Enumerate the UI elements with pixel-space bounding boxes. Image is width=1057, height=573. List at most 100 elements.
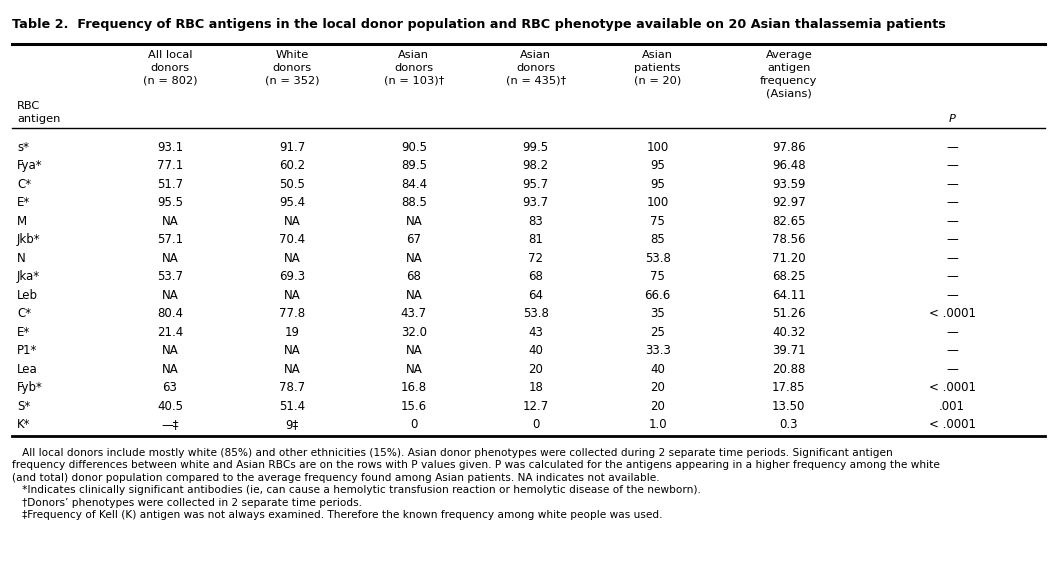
Text: NA: NA: [162, 363, 179, 376]
Text: 77.8: 77.8: [279, 307, 305, 320]
Text: 40: 40: [650, 363, 665, 376]
Text: C*: C*: [17, 178, 31, 191]
Text: —: —: [946, 270, 958, 283]
Text: E*: E*: [17, 196, 31, 209]
Text: RBC
antigen: RBC antigen: [17, 101, 60, 124]
Text: 40.5: 40.5: [157, 400, 183, 413]
Text: 16.8: 16.8: [401, 381, 427, 394]
Text: 51.4: 51.4: [279, 400, 305, 413]
Text: 93.59: 93.59: [772, 178, 805, 191]
Text: 89.5: 89.5: [401, 159, 427, 172]
Text: —: —: [946, 363, 958, 376]
Text: .001: .001: [939, 400, 965, 413]
Text: (and total) donor population compared to the average frequency found among Asian: (and total) donor population compared to…: [12, 473, 660, 483]
Text: Fya*: Fya*: [17, 159, 42, 172]
Text: †Donors’ phenotypes were collected in 2 separate time periods.: †Donors’ phenotypes were collected in 2 …: [12, 498, 361, 508]
Text: 53.8: 53.8: [645, 252, 670, 265]
Text: ‡Frequency of Kell (K) antigen was not always examined. Therefore the known freq: ‡Frequency of Kell (K) antigen was not a…: [12, 511, 663, 520]
Text: 93.7: 93.7: [522, 196, 549, 209]
Text: C*: C*: [17, 307, 31, 320]
Text: 60.2: 60.2: [279, 159, 305, 172]
Text: 68: 68: [406, 270, 422, 283]
Text: 18: 18: [528, 381, 543, 394]
Text: Table 2.  Frequency of RBC antigens in the local donor population and RBC phenot: Table 2. Frequency of RBC antigens in th…: [12, 18, 946, 31]
Text: 15.6: 15.6: [401, 400, 427, 413]
Text: NA: NA: [283, 363, 300, 376]
Text: 67: 67: [406, 233, 422, 246]
Text: NA: NA: [406, 363, 422, 376]
Text: NA: NA: [162, 344, 179, 357]
Text: 95: 95: [650, 159, 665, 172]
Text: 20: 20: [650, 381, 665, 394]
Text: 85: 85: [650, 233, 665, 246]
Text: 12.7: 12.7: [522, 400, 549, 413]
Text: NA: NA: [406, 252, 422, 265]
Text: 13.50: 13.50: [772, 400, 805, 413]
Text: 50.5: 50.5: [279, 178, 304, 191]
Text: NA: NA: [162, 252, 179, 265]
Text: 77.1: 77.1: [156, 159, 183, 172]
Text: —‡: —‡: [162, 418, 179, 431]
Text: 57.1: 57.1: [157, 233, 183, 246]
Text: P1*: P1*: [17, 344, 37, 357]
Text: NA: NA: [283, 215, 300, 227]
Text: frequency differences between white and Asian RBCs are on the rows with P values: frequency differences between white and …: [12, 461, 940, 470]
Text: —: —: [946, 252, 958, 265]
Text: 95: 95: [650, 178, 665, 191]
Text: 20.88: 20.88: [772, 363, 805, 376]
Text: 80.4: 80.4: [157, 307, 183, 320]
Text: —: —: [946, 233, 958, 246]
Text: 25: 25: [650, 325, 665, 339]
Text: —: —: [946, 141, 958, 154]
Text: Average
antigen
frequency
(Asians): Average antigen frequency (Asians): [760, 50, 817, 99]
Text: Jkb*: Jkb*: [17, 233, 40, 246]
Text: 83: 83: [528, 215, 543, 227]
Text: 32.0: 32.0: [401, 325, 427, 339]
Text: 95.5: 95.5: [157, 196, 183, 209]
Text: *Indicates clinically significant antibodies (ie, can cause a hemolytic transfus: *Indicates clinically significant antibo…: [12, 485, 701, 496]
Text: 95.7: 95.7: [522, 178, 549, 191]
Text: 82.65: 82.65: [772, 215, 805, 227]
Text: 53.7: 53.7: [157, 270, 183, 283]
Text: 0: 0: [410, 418, 418, 431]
Text: 40: 40: [528, 344, 543, 357]
Text: 9‡: 9‡: [285, 418, 298, 431]
Text: 43: 43: [528, 325, 543, 339]
Text: 64.11: 64.11: [772, 289, 805, 302]
Text: 64: 64: [528, 289, 543, 302]
Text: 95.4: 95.4: [279, 196, 305, 209]
Text: —: —: [946, 289, 958, 302]
Text: NA: NA: [406, 344, 422, 357]
Text: —: —: [946, 159, 958, 172]
Text: NA: NA: [162, 289, 179, 302]
Text: 69.3: 69.3: [279, 270, 305, 283]
Text: 98.2: 98.2: [522, 159, 549, 172]
Text: 81: 81: [528, 233, 543, 246]
Text: 53.8: 53.8: [523, 307, 549, 320]
Text: 91.7: 91.7: [279, 141, 305, 154]
Text: 17.85: 17.85: [772, 381, 805, 394]
Text: 40.32: 40.32: [772, 325, 805, 339]
Text: < .0001: < .0001: [928, 381, 976, 394]
Text: 99.5: 99.5: [522, 141, 549, 154]
Text: K*: K*: [17, 418, 31, 431]
Text: Leb: Leb: [17, 289, 38, 302]
Text: —: —: [946, 178, 958, 191]
Text: S*: S*: [17, 400, 31, 413]
Text: 100: 100: [647, 196, 669, 209]
Text: 84.4: 84.4: [401, 178, 427, 191]
Text: 20: 20: [528, 363, 543, 376]
Text: 63: 63: [163, 381, 178, 394]
Text: 78.7: 78.7: [279, 381, 305, 394]
Text: NA: NA: [162, 215, 179, 227]
Text: Asian
donors
(n = 103)†: Asian donors (n = 103)†: [384, 50, 444, 85]
Text: 39.71: 39.71: [772, 344, 805, 357]
Text: 75: 75: [650, 270, 665, 283]
Text: 78.56: 78.56: [772, 233, 805, 246]
Text: < .0001: < .0001: [928, 307, 976, 320]
Text: —: —: [946, 215, 958, 227]
Text: NA: NA: [283, 289, 300, 302]
Text: 88.5: 88.5: [401, 196, 427, 209]
Text: 71.20: 71.20: [772, 252, 805, 265]
Text: All local donors include mostly white (85%) and other ethnicities (15%). Asian d: All local donors include mostly white (8…: [12, 448, 893, 458]
